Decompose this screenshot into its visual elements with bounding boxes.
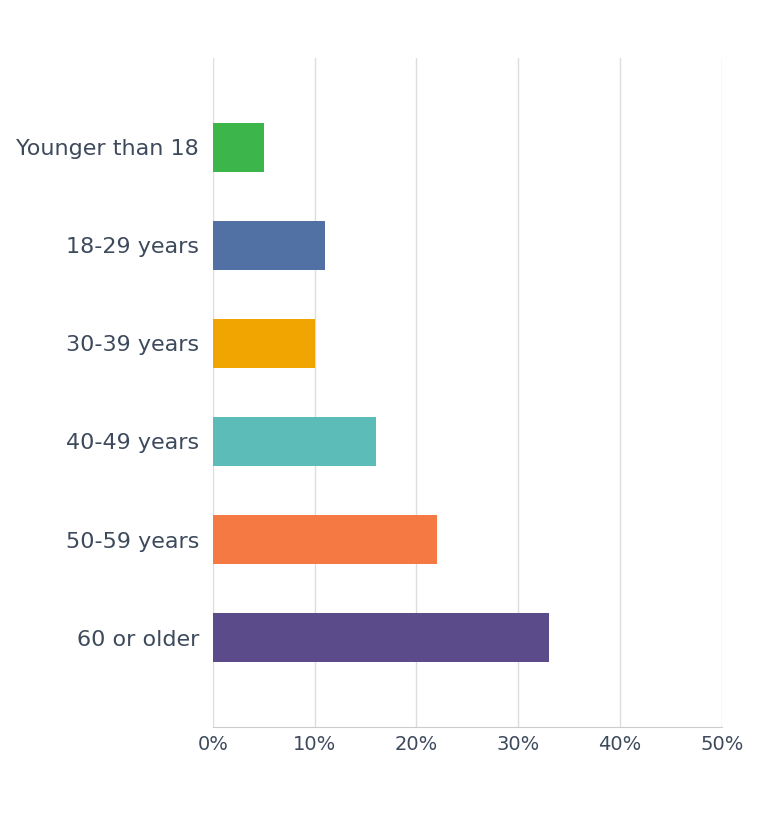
- Bar: [213, 221, 325, 270]
- Bar: [213, 515, 437, 564]
- Bar: [213, 417, 375, 466]
- Bar: [213, 122, 264, 172]
- Bar: [213, 613, 549, 662]
- Bar: [213, 319, 315, 368]
